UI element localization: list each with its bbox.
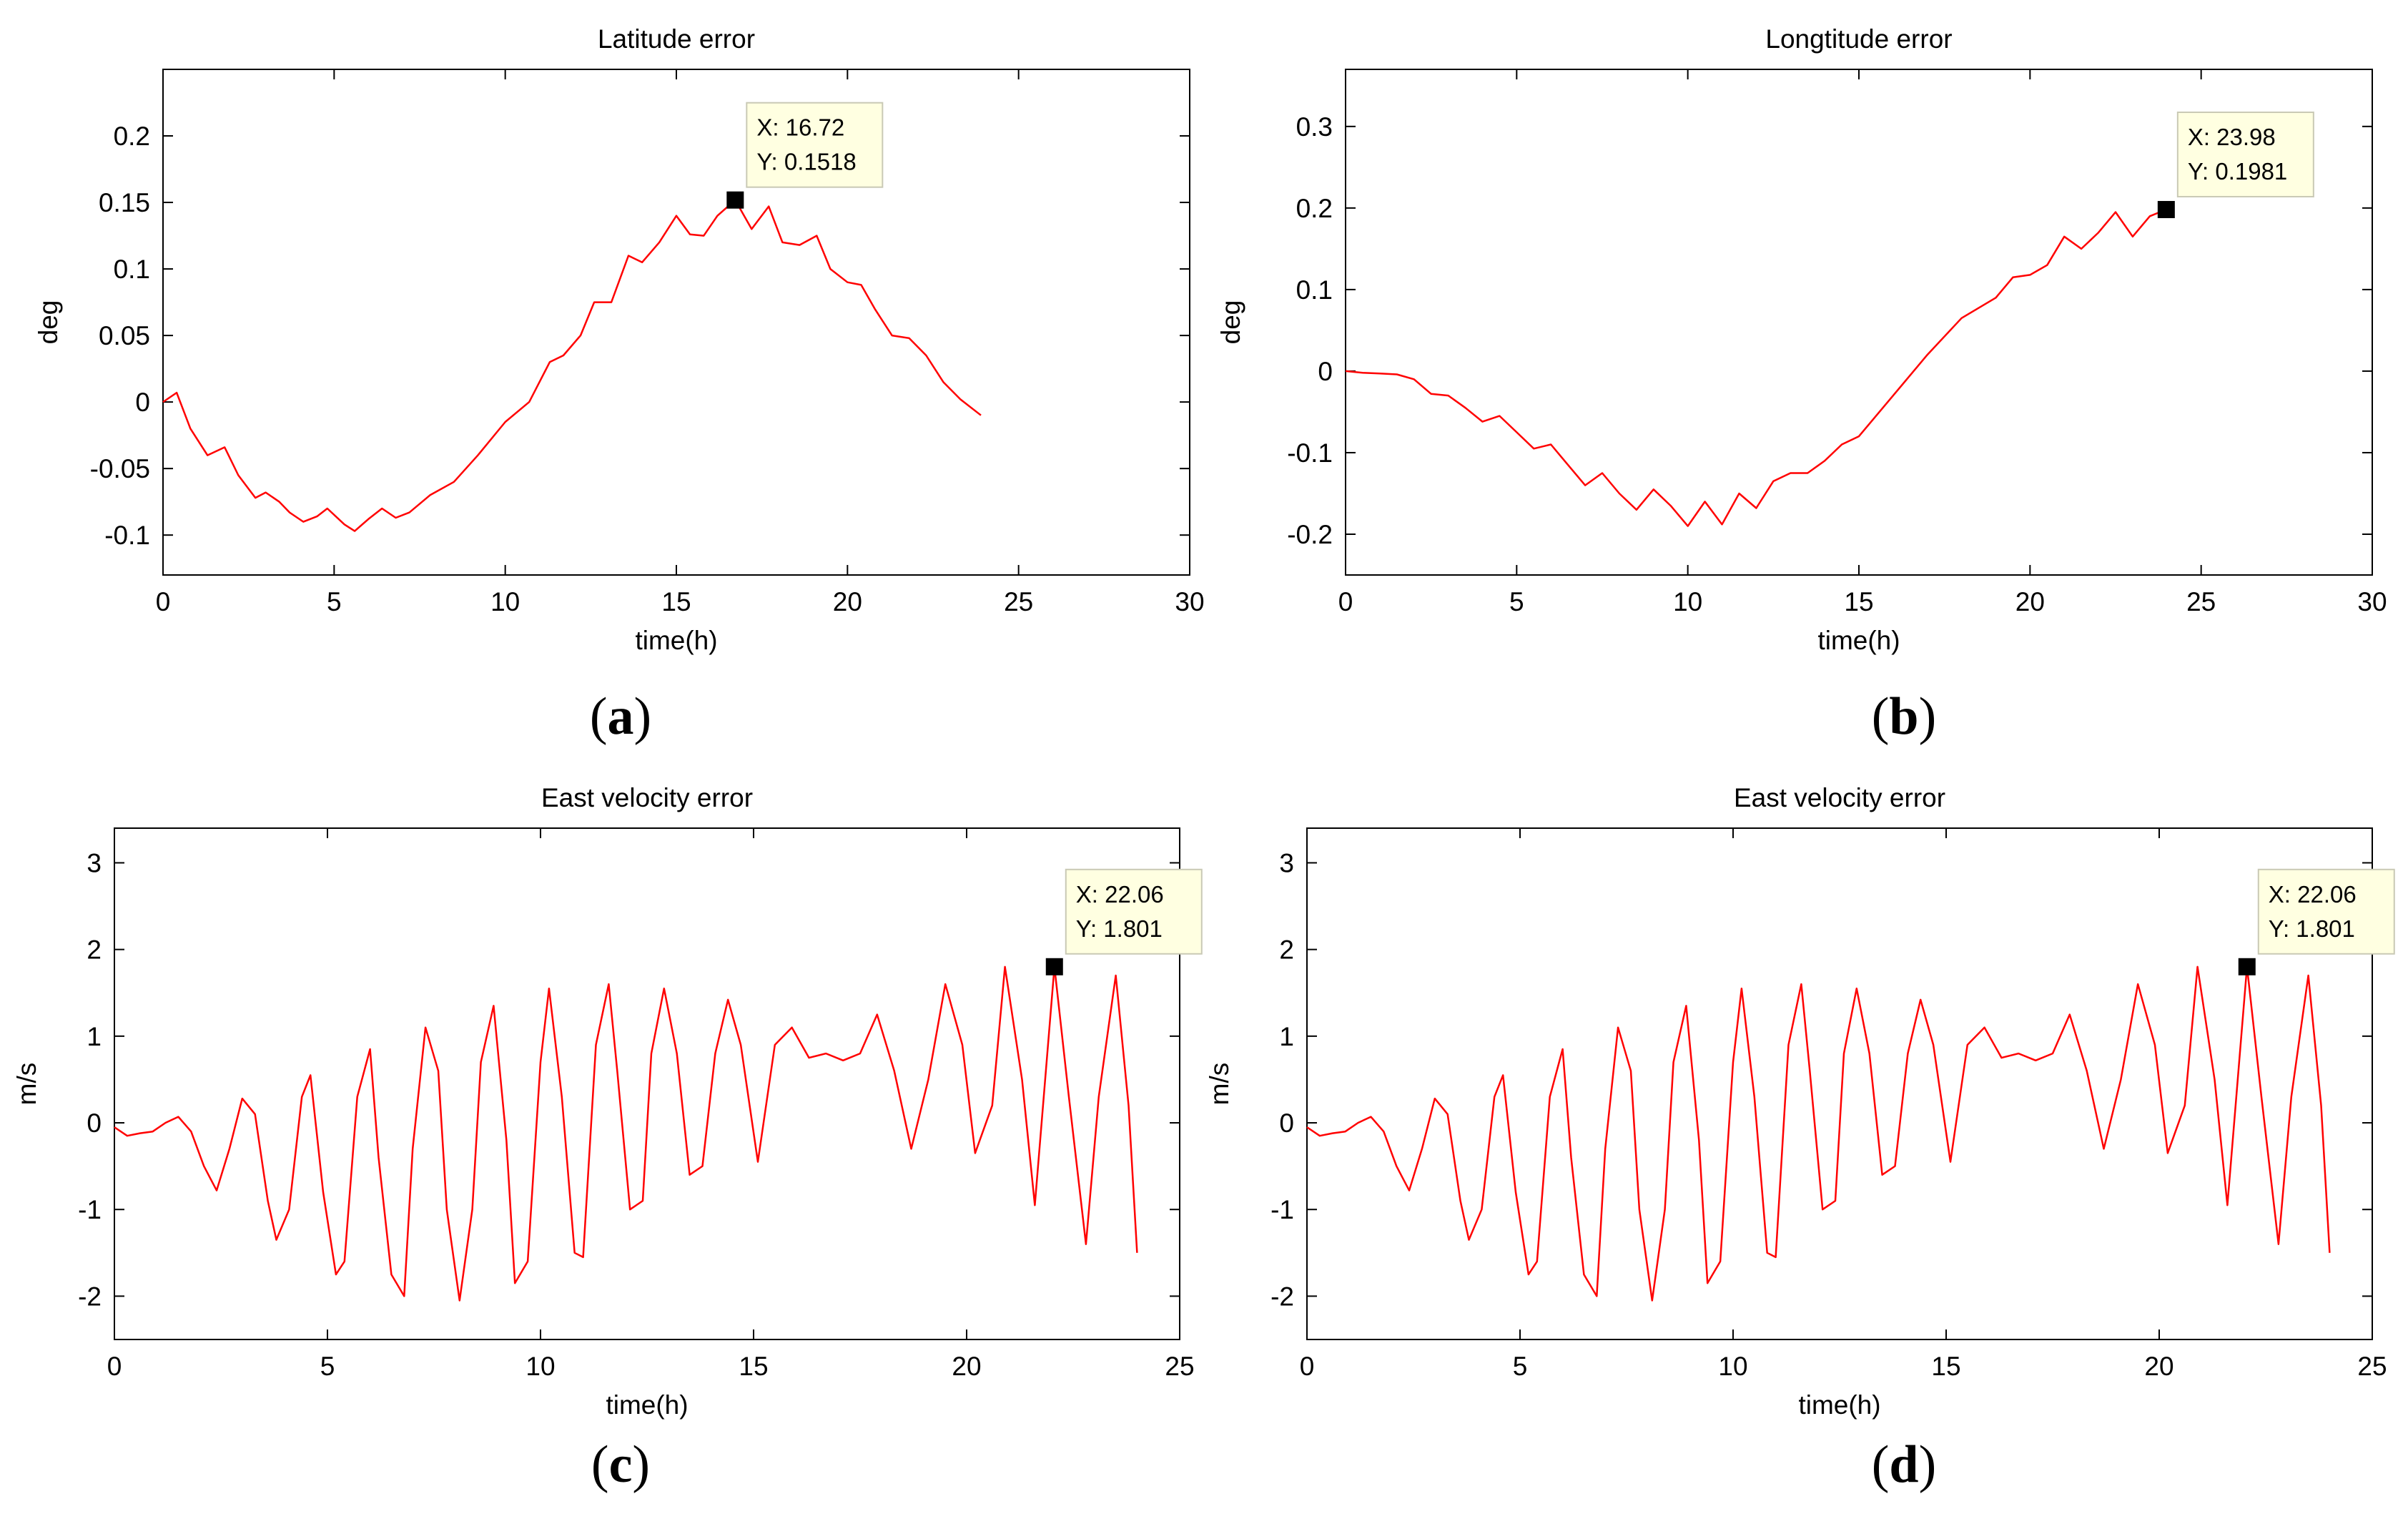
caption-c: (c) bbox=[591, 1435, 651, 1494]
plot-area bbox=[162, 69, 1190, 576]
plot-area bbox=[1306, 827, 2373, 1340]
caption-a: (a) bbox=[589, 687, 652, 746]
series-line bbox=[1345, 208, 2167, 527]
datatip-box bbox=[2257, 868, 2395, 955]
series-line bbox=[162, 199, 982, 532]
y-tick-label: 2 bbox=[87, 935, 102, 965]
y-tick-label: 0.2 bbox=[114, 122, 150, 151]
chart-title: East velocity error bbox=[541, 783, 753, 812]
y-tick-label: 1 bbox=[1279, 1022, 1294, 1051]
x-tick-label: 5 bbox=[320, 1352, 335, 1381]
datatip-y-label: Y: 1.801 bbox=[2269, 915, 2355, 942]
y-tick-label: 0 bbox=[1318, 357, 1333, 386]
x-tick-label: 15 bbox=[1844, 587, 1873, 616]
datatip-y-label: Y: 0.1518 bbox=[756, 149, 856, 175]
x-tick-label: 30 bbox=[2357, 587, 2387, 616]
y-axis-label: deg bbox=[34, 300, 63, 345]
y-tick-label: 0 bbox=[135, 388, 150, 417]
y-tick-label: 2 bbox=[1279, 935, 1294, 965]
x-tick-label: 0 bbox=[1338, 587, 1353, 616]
chart-d: East velocity error 0 5 10 15 20 25 -2 -1 0 1 2 3 tim… bbox=[1205, 783, 2395, 1420]
x-tick-label: 0 bbox=[156, 587, 171, 616]
y-tick-label: 0.3 bbox=[1296, 112, 1333, 142]
x-tick-label: 5 bbox=[327, 587, 342, 616]
y-tick-label: -0.1 bbox=[104, 521, 150, 550]
x-tick-label: 20 bbox=[2144, 1352, 2173, 1381]
y-axis-label: m/s bbox=[1205, 1063, 1234, 1106]
datatip-x-label: X: 22.06 bbox=[2269, 881, 2357, 908]
x-tick-label: 0 bbox=[107, 1352, 122, 1381]
datatip-marker bbox=[726, 191, 744, 209]
x-tick-label: 15 bbox=[1931, 1352, 1960, 1381]
x-tick-label: 15 bbox=[661, 587, 691, 616]
x-tick-label: 10 bbox=[1718, 1352, 1747, 1381]
y-tick-label: -1 bbox=[78, 1195, 102, 1224]
x-axis-label: time(h) bbox=[606, 1390, 688, 1420]
x-tick-label: 25 bbox=[2186, 587, 2216, 616]
x-tick-label: 5 bbox=[1513, 1352, 1528, 1381]
datatip-x-label: X: 23.98 bbox=[2188, 124, 2276, 150]
y-tick-label: 0.1 bbox=[1296, 275, 1333, 305]
datatip-box bbox=[2176, 112, 2314, 198]
datatip-x-label: X: 16.72 bbox=[756, 114, 844, 141]
x-tick-label: 25 bbox=[1165, 1352, 1194, 1381]
y-tick-label: -0.05 bbox=[90, 454, 150, 483]
x-tick-label: 20 bbox=[2015, 587, 2045, 616]
y-tick-label: 0 bbox=[87, 1108, 102, 1138]
plot-area bbox=[114, 827, 1180, 1340]
y-tick-label: 0.1 bbox=[114, 255, 150, 284]
chart-title: East velocity error bbox=[1734, 783, 1945, 812]
y-tick-label: 1 bbox=[87, 1022, 102, 1051]
x-tick-label: 10 bbox=[490, 587, 520, 616]
y-tick-label: 0.05 bbox=[99, 321, 150, 350]
y-axis-label: m/s bbox=[12, 1063, 41, 1106]
datatip-x-label: X: 22.06 bbox=[1076, 881, 1164, 908]
x-tick-label: 25 bbox=[1004, 587, 1033, 616]
x-axis-label: time(h) bbox=[635, 626, 717, 655]
caption-b: (b) bbox=[1871, 687, 1937, 746]
x-tick-label: 25 bbox=[2357, 1352, 2387, 1381]
y-tick-label: -0.1 bbox=[1287, 438, 1333, 468]
x-tick-label: 10 bbox=[1673, 587, 1702, 616]
x-tick-label: 5 bbox=[1509, 587, 1524, 616]
y-tick-label: 0.2 bbox=[1296, 194, 1333, 223]
datatip-y-label: Y: 0.1981 bbox=[2188, 158, 2287, 185]
x-tick-label: 20 bbox=[952, 1352, 981, 1381]
chart-c: East velocity error 0 5 10 15 20 25 -2 -1 0 1 2 3 tim… bbox=[12, 783, 1203, 1420]
series-line bbox=[1306, 965, 2331, 1302]
y-axis-label: deg bbox=[1216, 300, 1245, 345]
datatip-box bbox=[1065, 868, 1203, 955]
x-tick-label: 0 bbox=[1300, 1352, 1315, 1381]
y-tick-label: -0.2 bbox=[1287, 520, 1333, 549]
x-tick-label: 10 bbox=[525, 1352, 555, 1381]
chart-title: Longtitude error bbox=[1765, 24, 1952, 54]
x-tick-label: 15 bbox=[739, 1352, 768, 1381]
y-tick-label: -1 bbox=[1270, 1195, 1294, 1224]
y-tick-label: 0 bbox=[1279, 1108, 1294, 1138]
datatip-marker bbox=[2238, 958, 2256, 975]
y-tick-label: -2 bbox=[78, 1282, 102, 1311]
x-tick-label: 30 bbox=[1175, 587, 1204, 616]
datatip-marker bbox=[2157, 201, 2175, 219]
series-line bbox=[114, 965, 1138, 1302]
chart-a: Latitude error 0 5 10 15 20 25 30 -0.1 -0.05 0 0.05… bbox=[34, 24, 1205, 655]
y-tick-label: -2 bbox=[1270, 1282, 1294, 1311]
chart-b: Longtitude error 0 5 10 15 20 25 30 -0.2 -0.1 0 0.1… bbox=[1216, 24, 2387, 655]
datatip-box bbox=[746, 102, 884, 188]
y-tick-label: 0.15 bbox=[99, 188, 150, 217]
y-tick-label: 3 bbox=[1279, 848, 1294, 877]
caption-d: (d) bbox=[1871, 1435, 1937, 1494]
x-axis-label: time(h) bbox=[1798, 1390, 1880, 1420]
x-tick-label: 20 bbox=[833, 587, 862, 616]
x-axis-label: time(h) bbox=[1817, 626, 1900, 655]
datatip-y-label: Y: 1.801 bbox=[1076, 915, 1163, 942]
y-tick-label: 3 bbox=[87, 848, 102, 877]
chart-title: Latitude error bbox=[598, 24, 755, 54]
datatip-marker bbox=[1045, 958, 1063, 975]
